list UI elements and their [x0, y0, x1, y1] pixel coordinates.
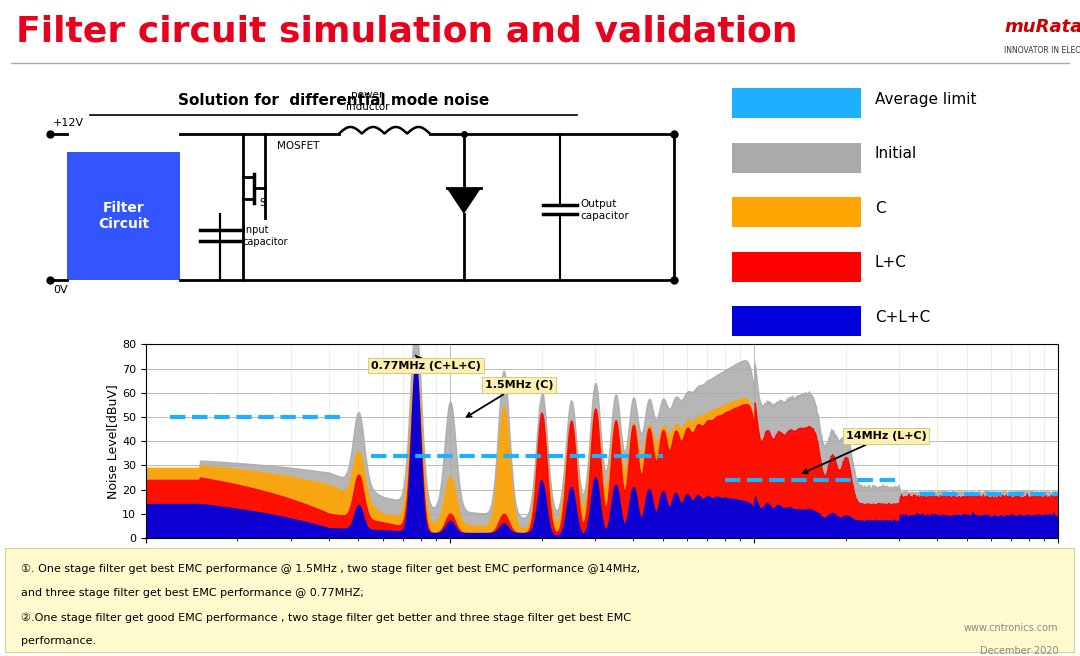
Text: C: C: [875, 201, 886, 216]
Text: muRata: muRata: [1004, 18, 1080, 36]
Text: Filter circuit simulation and validation: Filter circuit simulation and validation: [16, 14, 798, 49]
FancyBboxPatch shape: [732, 306, 861, 337]
Text: ①. One stage filter get best EMC performance @ 1.5MHz , two stage filter get bes: ①. One stage filter get best EMC perform…: [22, 564, 640, 573]
Text: power
inductor: power inductor: [346, 90, 389, 112]
Text: Average limit: Average limit: [875, 92, 976, 107]
Text: +12V: +12V: [53, 118, 84, 128]
Text: MOSFET: MOSFET: [276, 141, 319, 151]
Text: 0V: 0V: [53, 285, 67, 295]
Polygon shape: [447, 188, 481, 214]
Text: 0.77MHz (C+L+C): 0.77MHz (C+L+C): [372, 356, 481, 371]
FancyBboxPatch shape: [732, 252, 861, 282]
Text: 14MHz (L+C): 14MHz (L+C): [804, 431, 927, 473]
Text: and three stage filter get best EMC performance @ 0.77MHZ;: and three stage filter get best EMC perf…: [22, 588, 364, 598]
FancyBboxPatch shape: [5, 548, 1075, 653]
Text: 1.5MHz (C): 1.5MHz (C): [467, 380, 553, 417]
Text: performance.: performance.: [22, 636, 96, 646]
Text: ②.One stage filter get good EMC performance , two stage filter get better and th: ②.One stage filter get good EMC performa…: [22, 613, 632, 623]
Text: December 2020: December 2020: [980, 646, 1058, 656]
Text: Output
capacitor: Output capacitor: [580, 199, 629, 221]
Text: www.cntronics.com: www.cntronics.com: [964, 623, 1058, 633]
FancyBboxPatch shape: [732, 197, 861, 228]
FancyBboxPatch shape: [67, 152, 180, 279]
Text: C+L+C: C+L+C: [875, 310, 930, 325]
Text: Input
capacitor: Input capacitor: [243, 225, 288, 247]
FancyBboxPatch shape: [732, 143, 861, 173]
Text: Solution for  differential mode noise: Solution for differential mode noise: [178, 93, 489, 108]
Text: INNOVATOR IN ELECTRONICS: INNOVATOR IN ELECTRONICS: [1004, 46, 1080, 55]
Text: L+C: L+C: [875, 255, 906, 270]
X-axis label: Frequency[MHz]: Frequency[MHz]: [552, 560, 652, 573]
Text: Filter
Circuit: Filter Circuit: [98, 201, 149, 231]
Text: S: S: [260, 198, 267, 208]
Text: Initial: Initial: [875, 146, 917, 161]
FancyBboxPatch shape: [732, 89, 861, 119]
Y-axis label: Noise Level[dBuV]: Noise Level[dBuV]: [106, 384, 119, 499]
